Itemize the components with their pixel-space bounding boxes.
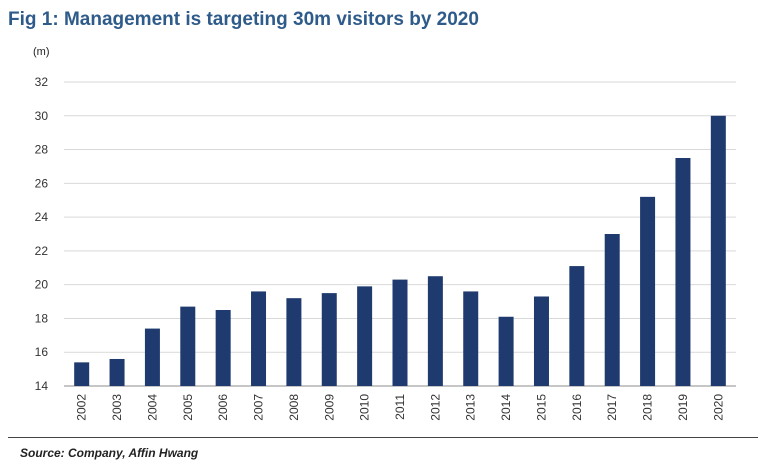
x-tick-label: 2009 xyxy=(322,394,336,421)
bar-2018 xyxy=(640,196,656,386)
source-divider xyxy=(8,437,758,438)
x-tick-label: 2002 xyxy=(75,394,89,421)
x-tick-label: 2020 xyxy=(711,394,725,421)
x-tick-label: 2019 xyxy=(676,394,690,421)
x-tick-label: 2014 xyxy=(499,394,513,421)
bar-2009 xyxy=(321,293,337,386)
y-tick-label: 30 xyxy=(35,109,49,123)
y-tick-label: 28 xyxy=(35,143,49,157)
bar-2003 xyxy=(109,358,125,386)
x-tick-label: 2016 xyxy=(570,394,584,421)
x-axis-tick-labels: 2002 2003 2004 2005 2006 2007 2008 2009 2010 2011… xyxy=(75,394,726,421)
x-tick-label: 2004 xyxy=(145,394,159,421)
y-axis-tick-labels: 14 16 18 20 22 24 26 28 30 32 xyxy=(35,75,49,393)
bar-2008 xyxy=(286,298,302,386)
y-tick-label: 16 xyxy=(35,345,49,359)
gridlines xyxy=(64,81,736,387)
bar-2007 xyxy=(251,291,267,386)
bar-2017 xyxy=(604,234,620,386)
chart-title: Fig 1: Management is targeting 30m visit… xyxy=(8,9,479,30)
bar-2010 xyxy=(357,286,373,386)
bar-2020 xyxy=(710,115,726,387)
x-tick-label: 2007 xyxy=(252,394,266,421)
x-tick-label: 2006 xyxy=(216,394,230,421)
y-tick-label: 14 xyxy=(35,379,49,393)
bars xyxy=(74,115,726,387)
x-tick-label: 2018 xyxy=(641,394,655,421)
bar-2019 xyxy=(675,158,691,386)
bar-2012 xyxy=(427,276,443,386)
bar-2002 xyxy=(74,362,90,386)
bar-2004 xyxy=(144,328,160,386)
y-tick-label: 18 xyxy=(35,311,49,325)
x-tick-label: 2010 xyxy=(358,394,372,421)
bar-2011 xyxy=(392,279,408,386)
bar-2005 xyxy=(180,306,196,386)
x-tick-label: 2005 xyxy=(181,394,195,421)
y-tick-label: 20 xyxy=(35,278,49,292)
bar-2006 xyxy=(215,310,231,386)
x-tick-label: 2012 xyxy=(428,394,442,421)
bar-2016 xyxy=(569,266,585,386)
x-tick-label: 2017 xyxy=(605,394,619,421)
bar-2015 xyxy=(533,296,549,386)
x-tick-label: 2015 xyxy=(534,394,548,421)
y-axis-unit-label: (m) xyxy=(33,46,50,58)
x-tick-label: 2013 xyxy=(464,394,478,421)
x-tick-label: 2003 xyxy=(110,394,124,421)
source-note: Source: Company, Affin Hwang xyxy=(20,446,199,460)
x-tick-label: 2008 xyxy=(287,394,301,421)
y-tick-label: 26 xyxy=(35,176,49,190)
y-tick-label: 22 xyxy=(35,244,49,258)
bar-2014 xyxy=(498,316,514,386)
bar-2013 xyxy=(463,291,479,386)
y-tick-label: 32 xyxy=(35,75,49,89)
x-tick-label: 2011 xyxy=(393,394,407,420)
y-tick-label: 24 xyxy=(35,210,49,224)
